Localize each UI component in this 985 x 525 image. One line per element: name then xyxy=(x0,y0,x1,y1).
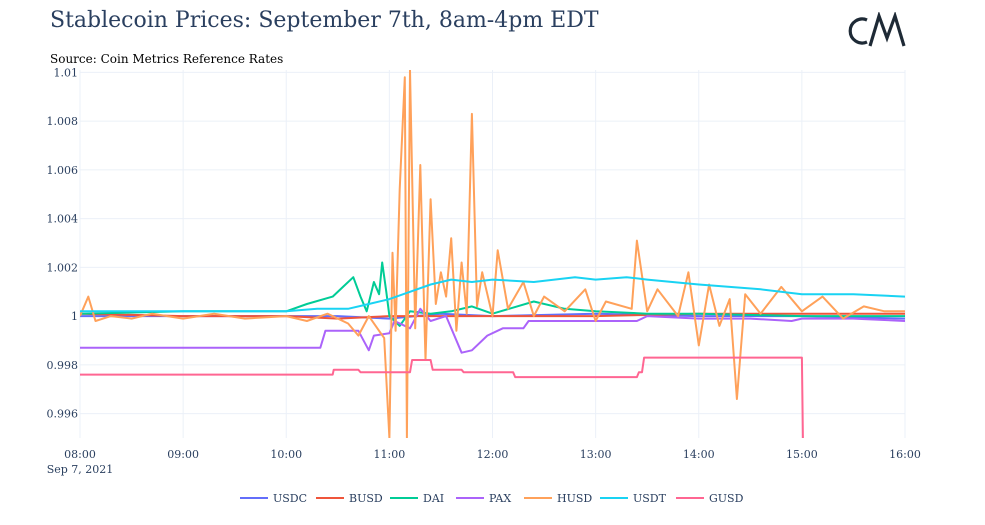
x-tick-label: 08:00 xyxy=(64,448,96,461)
y-tick-label: 0.996 xyxy=(47,408,79,421)
legend-label: BUSD xyxy=(349,492,383,505)
legend-label: USDC xyxy=(273,492,307,505)
legend-item-gusd: GUSD xyxy=(676,492,744,505)
chart-subtitle: Source: Coin Metrics Reference Rates xyxy=(50,52,284,66)
series-line-gusd xyxy=(80,356,804,438)
x-tick-label: 15:00 xyxy=(786,448,818,461)
x-tick-label: 11:00 xyxy=(374,448,406,461)
x-date-label: Sep 7, 2021 xyxy=(47,463,114,476)
legend-item-pax: PAX xyxy=(456,492,511,505)
series-line-pax xyxy=(80,307,905,354)
x-tick-label: 13:00 xyxy=(580,448,612,461)
legend-label: DAI xyxy=(423,492,444,505)
legend-label: PAX xyxy=(489,492,511,505)
logo-m-shape xyxy=(868,12,906,47)
axis-labels: 0.996 0.998 1 1.002 1.004 1.006 1.008 1.01 08:00… xyxy=(47,66,921,476)
y-tick-label: 1.004 xyxy=(47,213,79,226)
legend-item-husd: HUSD xyxy=(524,492,592,505)
y-tick-label: 1.008 xyxy=(47,115,79,128)
coin-metrics-logo xyxy=(848,12,906,47)
x-tick-label: 14:00 xyxy=(683,448,715,461)
y-tick-label: 1.006 xyxy=(47,164,79,177)
legend-label: HUSD xyxy=(557,492,592,505)
x-tick-label: 12:00 xyxy=(477,448,509,461)
legend-label: GUSD xyxy=(709,492,744,505)
grid-lines xyxy=(79,70,906,438)
x-tick-label: 10:00 xyxy=(270,448,302,461)
legend: USDC BUSD DAI PAX HUSD USDT GUSD xyxy=(240,492,744,505)
logo-c-shape xyxy=(848,17,868,45)
legend-item-usdt: USDT xyxy=(600,492,667,505)
series-line-dai xyxy=(80,261,905,327)
legend-item-dai: DAI xyxy=(390,492,444,505)
legend-label: USDT xyxy=(633,492,667,505)
y-tick-label: 1 xyxy=(71,310,78,323)
y-tick-label: 1.002 xyxy=(47,261,79,274)
x-tick-label: 16:00 xyxy=(889,448,921,461)
legend-item-busd: BUSD xyxy=(316,492,383,505)
y-tick-label: 1.01 xyxy=(54,66,79,79)
series-line-usdt xyxy=(80,276,905,313)
y-tick-label: 0.998 xyxy=(47,359,79,372)
x-tick-label: 09:00 xyxy=(167,448,199,461)
series-line-husd xyxy=(80,70,905,438)
series-lines xyxy=(80,70,905,438)
chart-title: Stablecoin Prices: September 7th, 8am-4p… xyxy=(50,8,599,33)
legend-item-usdc: USDC xyxy=(240,492,307,505)
